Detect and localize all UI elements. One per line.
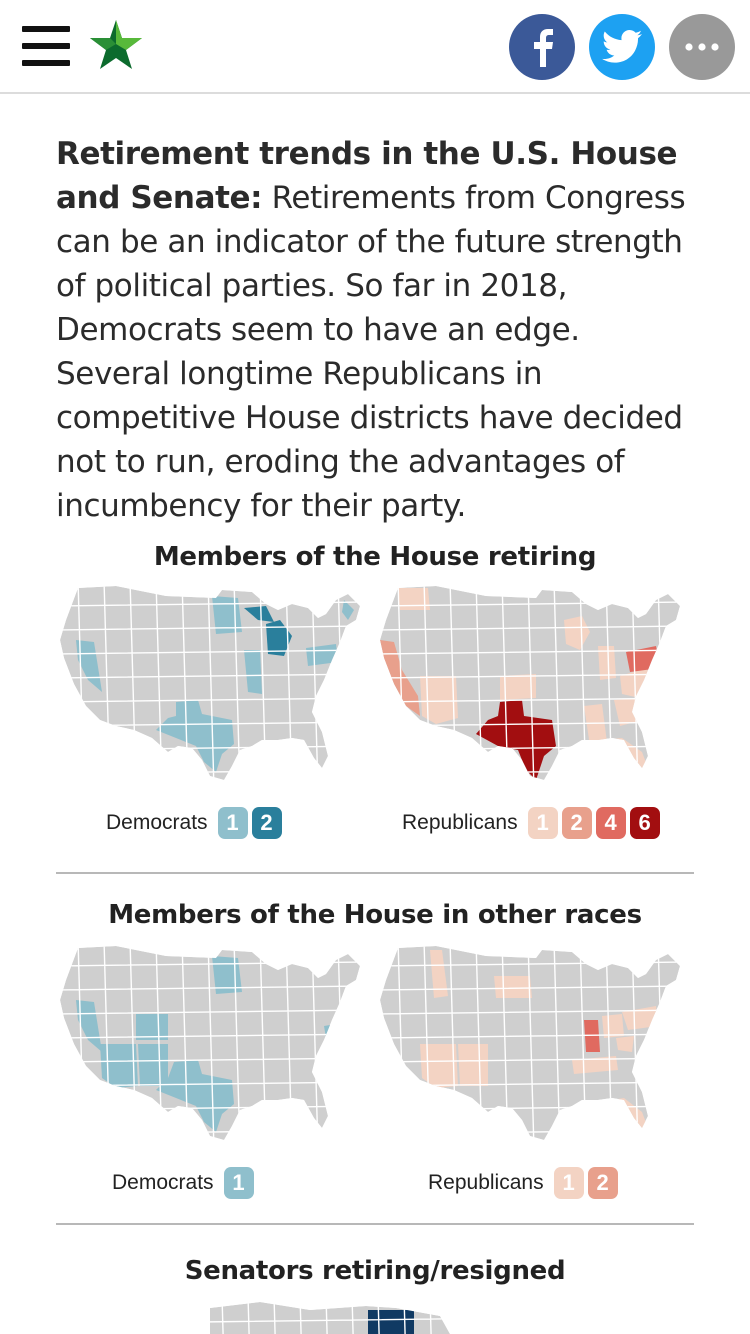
rep-house-retiring-map: [380, 586, 680, 780]
intro-body-text: Retirements from Congress can be an indi…: [56, 180, 686, 524]
highlighted-state: [136, 1014, 168, 1040]
dem-legend-house-other-races: Democrats 1: [112, 1166, 254, 1200]
highlighted-state: [420, 1044, 458, 1088]
section-divider: [56, 872, 694, 874]
highlighted-state: [156, 700, 234, 772]
highlighted-state: [324, 1024, 336, 1038]
legend-chip: 1: [527, 807, 558, 839]
dem-legend-house-retiring: Democrats 1 2: [106, 806, 282, 840]
highlighted-state: [614, 698, 650, 726]
facebook-share-button[interactable]: [509, 14, 575, 80]
highlighted-state: [458, 1044, 488, 1086]
highlighted-state: [598, 646, 616, 680]
highlighted-state: [156, 1060, 234, 1132]
highlighted-state: [584, 704, 608, 750]
highlighted-state: [368, 1310, 414, 1334]
legend-label: Republicans: [402, 811, 518, 834]
legend-chip: 2: [251, 807, 282, 839]
legend-label: Republicans: [428, 1171, 544, 1194]
hamburger-menu-icon[interactable]: [22, 26, 70, 66]
dem-house-retiring-map: [60, 586, 360, 780]
highlighted-state: [602, 1014, 624, 1038]
highlighted-state: [622, 1006, 658, 1030]
more-share-button[interactable]: [669, 14, 735, 80]
twitter-share-button[interactable]: [589, 14, 655, 80]
section-title-house-other-races: Members of the House in other races: [108, 900, 642, 930]
dem-house-other-races-map: [60, 946, 360, 1140]
section-title-senators-retiring: Senators retiring/resigned: [184, 1256, 566, 1286]
senators-retiring-map: [210, 1302, 450, 1334]
section-divider: [56, 1223, 694, 1225]
highlighted-state: [342, 600, 354, 620]
intro-bold-lead: Retirement trends in the U.S. House and …: [56, 136, 678, 216]
legend-chip: 1: [217, 807, 248, 839]
more-dots-icon: [685, 43, 719, 51]
legend-label: Democrats: [112, 1171, 214, 1194]
legend-chip: 6: [629, 807, 660, 839]
highlighted-state: [420, 676, 458, 724]
highlighted-state: [500, 674, 536, 700]
rep-legend-house-retiring: Republicans 1 2 4 6: [402, 806, 660, 840]
highlighted-state: [476, 700, 556, 780]
legend-chip: 2: [561, 807, 592, 839]
us-map-base: [60, 946, 360, 1140]
highlighted-state: [100, 1044, 138, 1088]
green-star-logo-icon[interactable]: [88, 18, 144, 72]
highlighted-state: [564, 616, 590, 650]
legend-chip: 2: [587, 1167, 618, 1199]
legend-chip: 4: [595, 807, 626, 839]
legend-chip: 1: [553, 1167, 584, 1199]
highlighted-state: [398, 588, 430, 610]
legend-chip: 1: [223, 1167, 254, 1199]
highlighted-state: [430, 950, 448, 998]
legend-label: Democrats: [106, 811, 208, 834]
highlighted-state: [244, 650, 262, 694]
rep-house-other-races-map: [380, 946, 680, 1140]
rep-legend-house-other-races: Republicans 1 2: [428, 1166, 618, 1200]
section-title-house-retiring: Members of the House retiring: [153, 542, 597, 572]
highlighted-state: [244, 606, 274, 622]
highlighted-state: [616, 1036, 634, 1052]
highlighted-state: [584, 1020, 600, 1052]
twitter-icon: [602, 30, 642, 63]
highlighted-state: [266, 620, 292, 656]
us-map-base: [380, 946, 680, 1140]
highlighted-state: [494, 976, 532, 998]
top-navigation-bar: [0, 0, 750, 94]
highlighted-state: [138, 1044, 168, 1086]
facebook-icon: [534, 29, 553, 67]
intro-paragraph: Retirement trends in the U.S. House and …: [56, 132, 696, 528]
